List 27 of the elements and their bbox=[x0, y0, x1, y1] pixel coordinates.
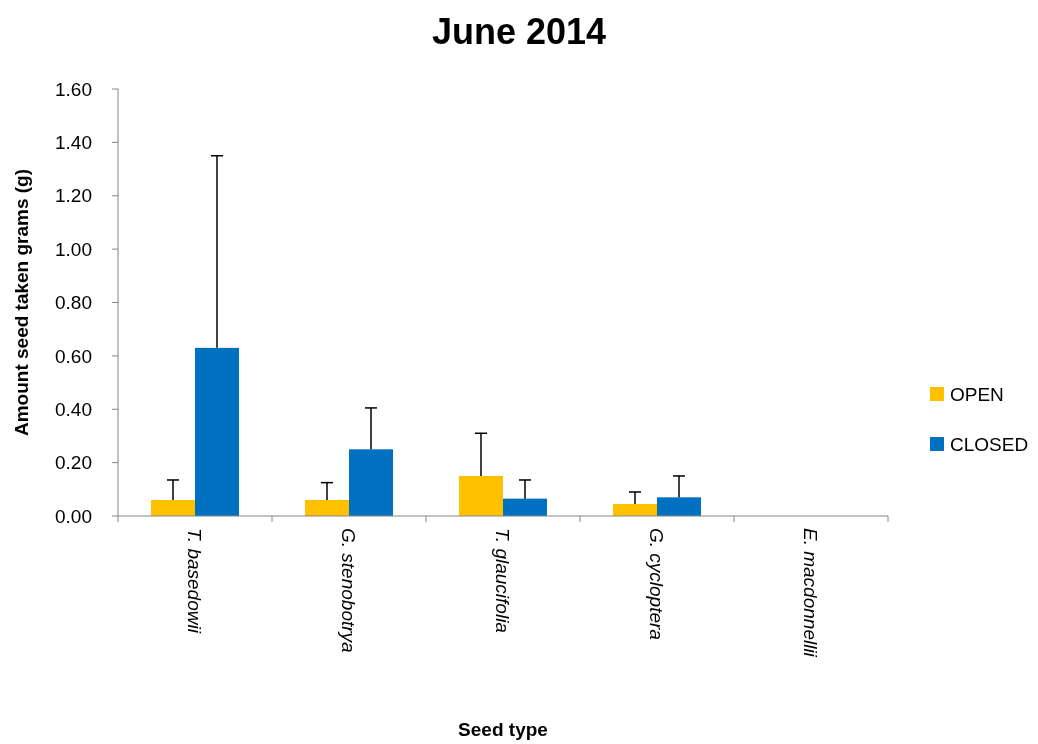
bar bbox=[657, 497, 701, 516]
bar bbox=[151, 499, 195, 516]
y-tick-label: 0.00 bbox=[55, 505, 92, 527]
y-tick-label: 0.40 bbox=[55, 398, 92, 420]
y-axis-title: Amount seed taken grams (g) bbox=[11, 168, 32, 437]
bar bbox=[305, 499, 349, 516]
x-axis-title: Seed type bbox=[458, 719, 548, 740]
y-tick-label: 1.00 bbox=[55, 238, 92, 260]
bar bbox=[349, 449, 393, 516]
bar bbox=[503, 498, 547, 516]
legend-label: CLOSED bbox=[950, 433, 1029, 455]
y-tick-label: 0.80 bbox=[55, 292, 92, 314]
y-tick-label: 1.40 bbox=[55, 132, 92, 154]
legend-label: OPEN bbox=[950, 383, 1004, 405]
x-tick-label: T. glaucifolia bbox=[492, 528, 514, 633]
y-tick-label: 0.20 bbox=[55, 452, 92, 474]
y-tick-label: 1.60 bbox=[55, 78, 92, 100]
bar bbox=[459, 475, 503, 516]
x-tick-label: T. basedowii bbox=[184, 528, 206, 634]
bar bbox=[613, 503, 657, 516]
bar bbox=[195, 347, 239, 516]
chart-title: June 2014 bbox=[431, 11, 607, 52]
x-tick-label: G. cycloptera bbox=[646, 528, 668, 640]
y-tick-label: 0.60 bbox=[55, 345, 92, 367]
x-tick-label: E. macdonnellii bbox=[800, 528, 822, 658]
y-tick-label: 1.20 bbox=[55, 185, 92, 207]
x-tick-label: G. stenobotrya bbox=[338, 528, 360, 653]
